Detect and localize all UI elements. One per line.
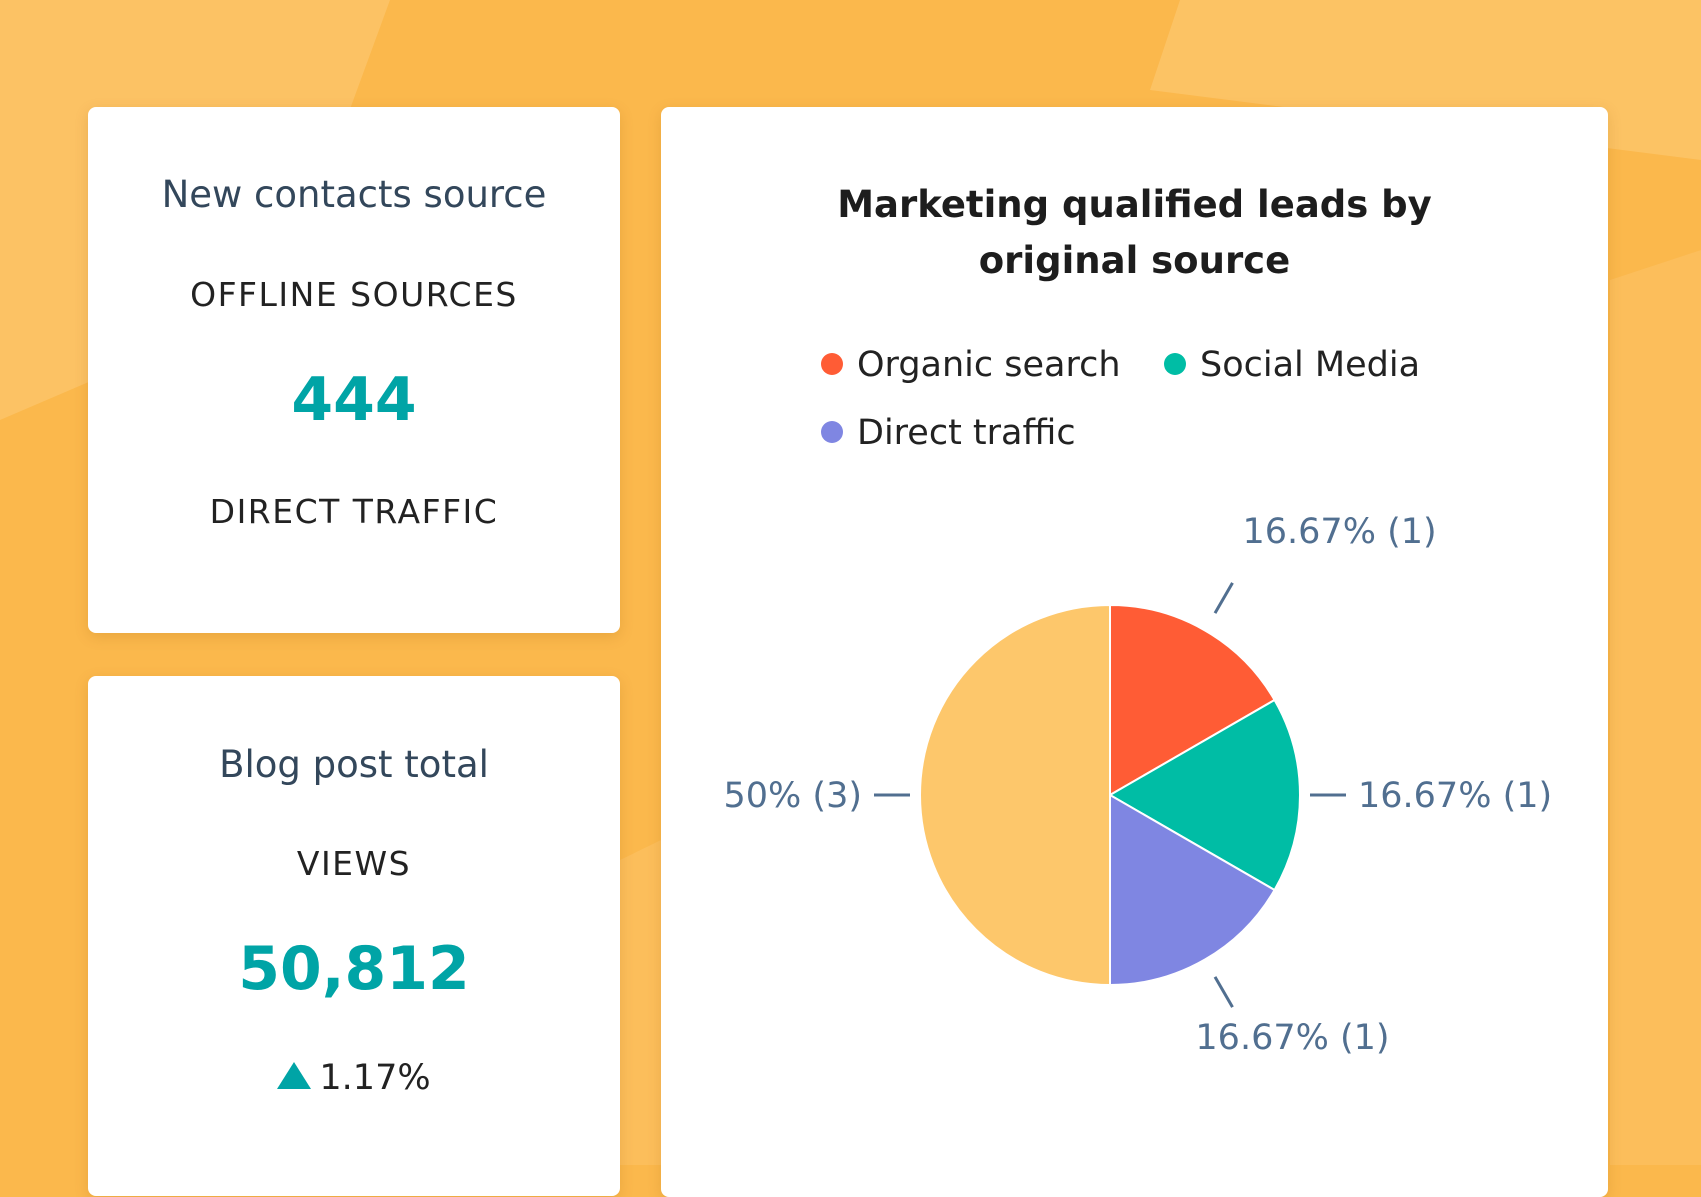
- legend-dot: [821, 421, 843, 443]
- legend-item-direct-traffic: Direct traffic: [821, 413, 1076, 453]
- legend-label: Direct traffic: [857, 413, 1076, 453]
- legend-dot: [821, 353, 843, 375]
- legend-label: Organic search: [857, 345, 1121, 385]
- card-title: New contacts source: [161, 173, 547, 216]
- pie-slice-social-media[interactable]: [1107, 698, 1301, 892]
- views-change-value: 1.17%: [319, 1058, 431, 1098]
- slice-data-label: 16.67% (1): [1195, 1018, 1389, 1058]
- legend-item-organic-search: Organic search: [821, 345, 1121, 385]
- pie-chart: 16.67% (1) 16.67% (1) 16.67% (1) 50% (3): [724, 512, 1553, 1058]
- pie-slice-direct-traffic[interactable]: [1109, 793, 1276, 987]
- blog-post-total-card: Blog post total VIEWS 50,812 1.17%: [88, 676, 620, 1196]
- chart-title-line-1: Marketing qualified leads by: [837, 183, 1432, 226]
- views-count: 50,812: [238, 934, 470, 1004]
- legend-dot: [1164, 353, 1186, 375]
- contacts-count: 444: [291, 365, 417, 435]
- pie-slice-other[interactable]: [919, 603, 1111, 987]
- slice-label-leader: [1213, 976, 1234, 1008]
- marketing-qualified-leads-card: Marketing qualified leads by original so…: [661, 107, 1608, 1197]
- slice-data-label: 50% (3): [724, 776, 863, 816]
- slice-data-label: 16.67% (1): [1358, 776, 1552, 816]
- slice-label-leader: [1213, 582, 1234, 614]
- views-label: VIEWS: [296, 844, 412, 883]
- slice-data-label: 16.67% (1): [1243, 512, 1437, 552]
- views-change: 1.17%: [88, 1058, 620, 1098]
- new-contacts-source-card: New contacts source OFFLINE SOURCES 444 …: [88, 107, 620, 633]
- offline-sources-label: OFFLINE SOURCES: [190, 275, 518, 314]
- triangle-up-icon: [277, 1061, 312, 1089]
- legend-item-social-media: Social Media: [1164, 345, 1420, 385]
- pie-slice-organic-search[interactable]: [1109, 603, 1276, 797]
- card-title: Blog post total: [219, 743, 489, 786]
- legend-label: Social Media: [1200, 345, 1421, 385]
- chart-title-line-2: original source: [978, 239, 1291, 282]
- direct-traffic-label: DIRECT TRAFFIC: [209, 492, 499, 531]
